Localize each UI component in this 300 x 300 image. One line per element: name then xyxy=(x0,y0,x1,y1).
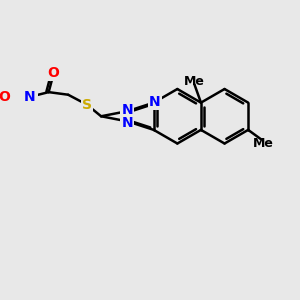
Text: N: N xyxy=(122,116,133,130)
Text: O: O xyxy=(0,90,10,104)
Text: S: S xyxy=(82,98,92,112)
Text: N: N xyxy=(122,103,133,117)
Text: Me: Me xyxy=(253,137,274,150)
Text: Me: Me xyxy=(184,75,205,88)
Text: N: N xyxy=(24,90,35,104)
Text: N: N xyxy=(149,95,161,109)
Text: O: O xyxy=(47,66,59,80)
